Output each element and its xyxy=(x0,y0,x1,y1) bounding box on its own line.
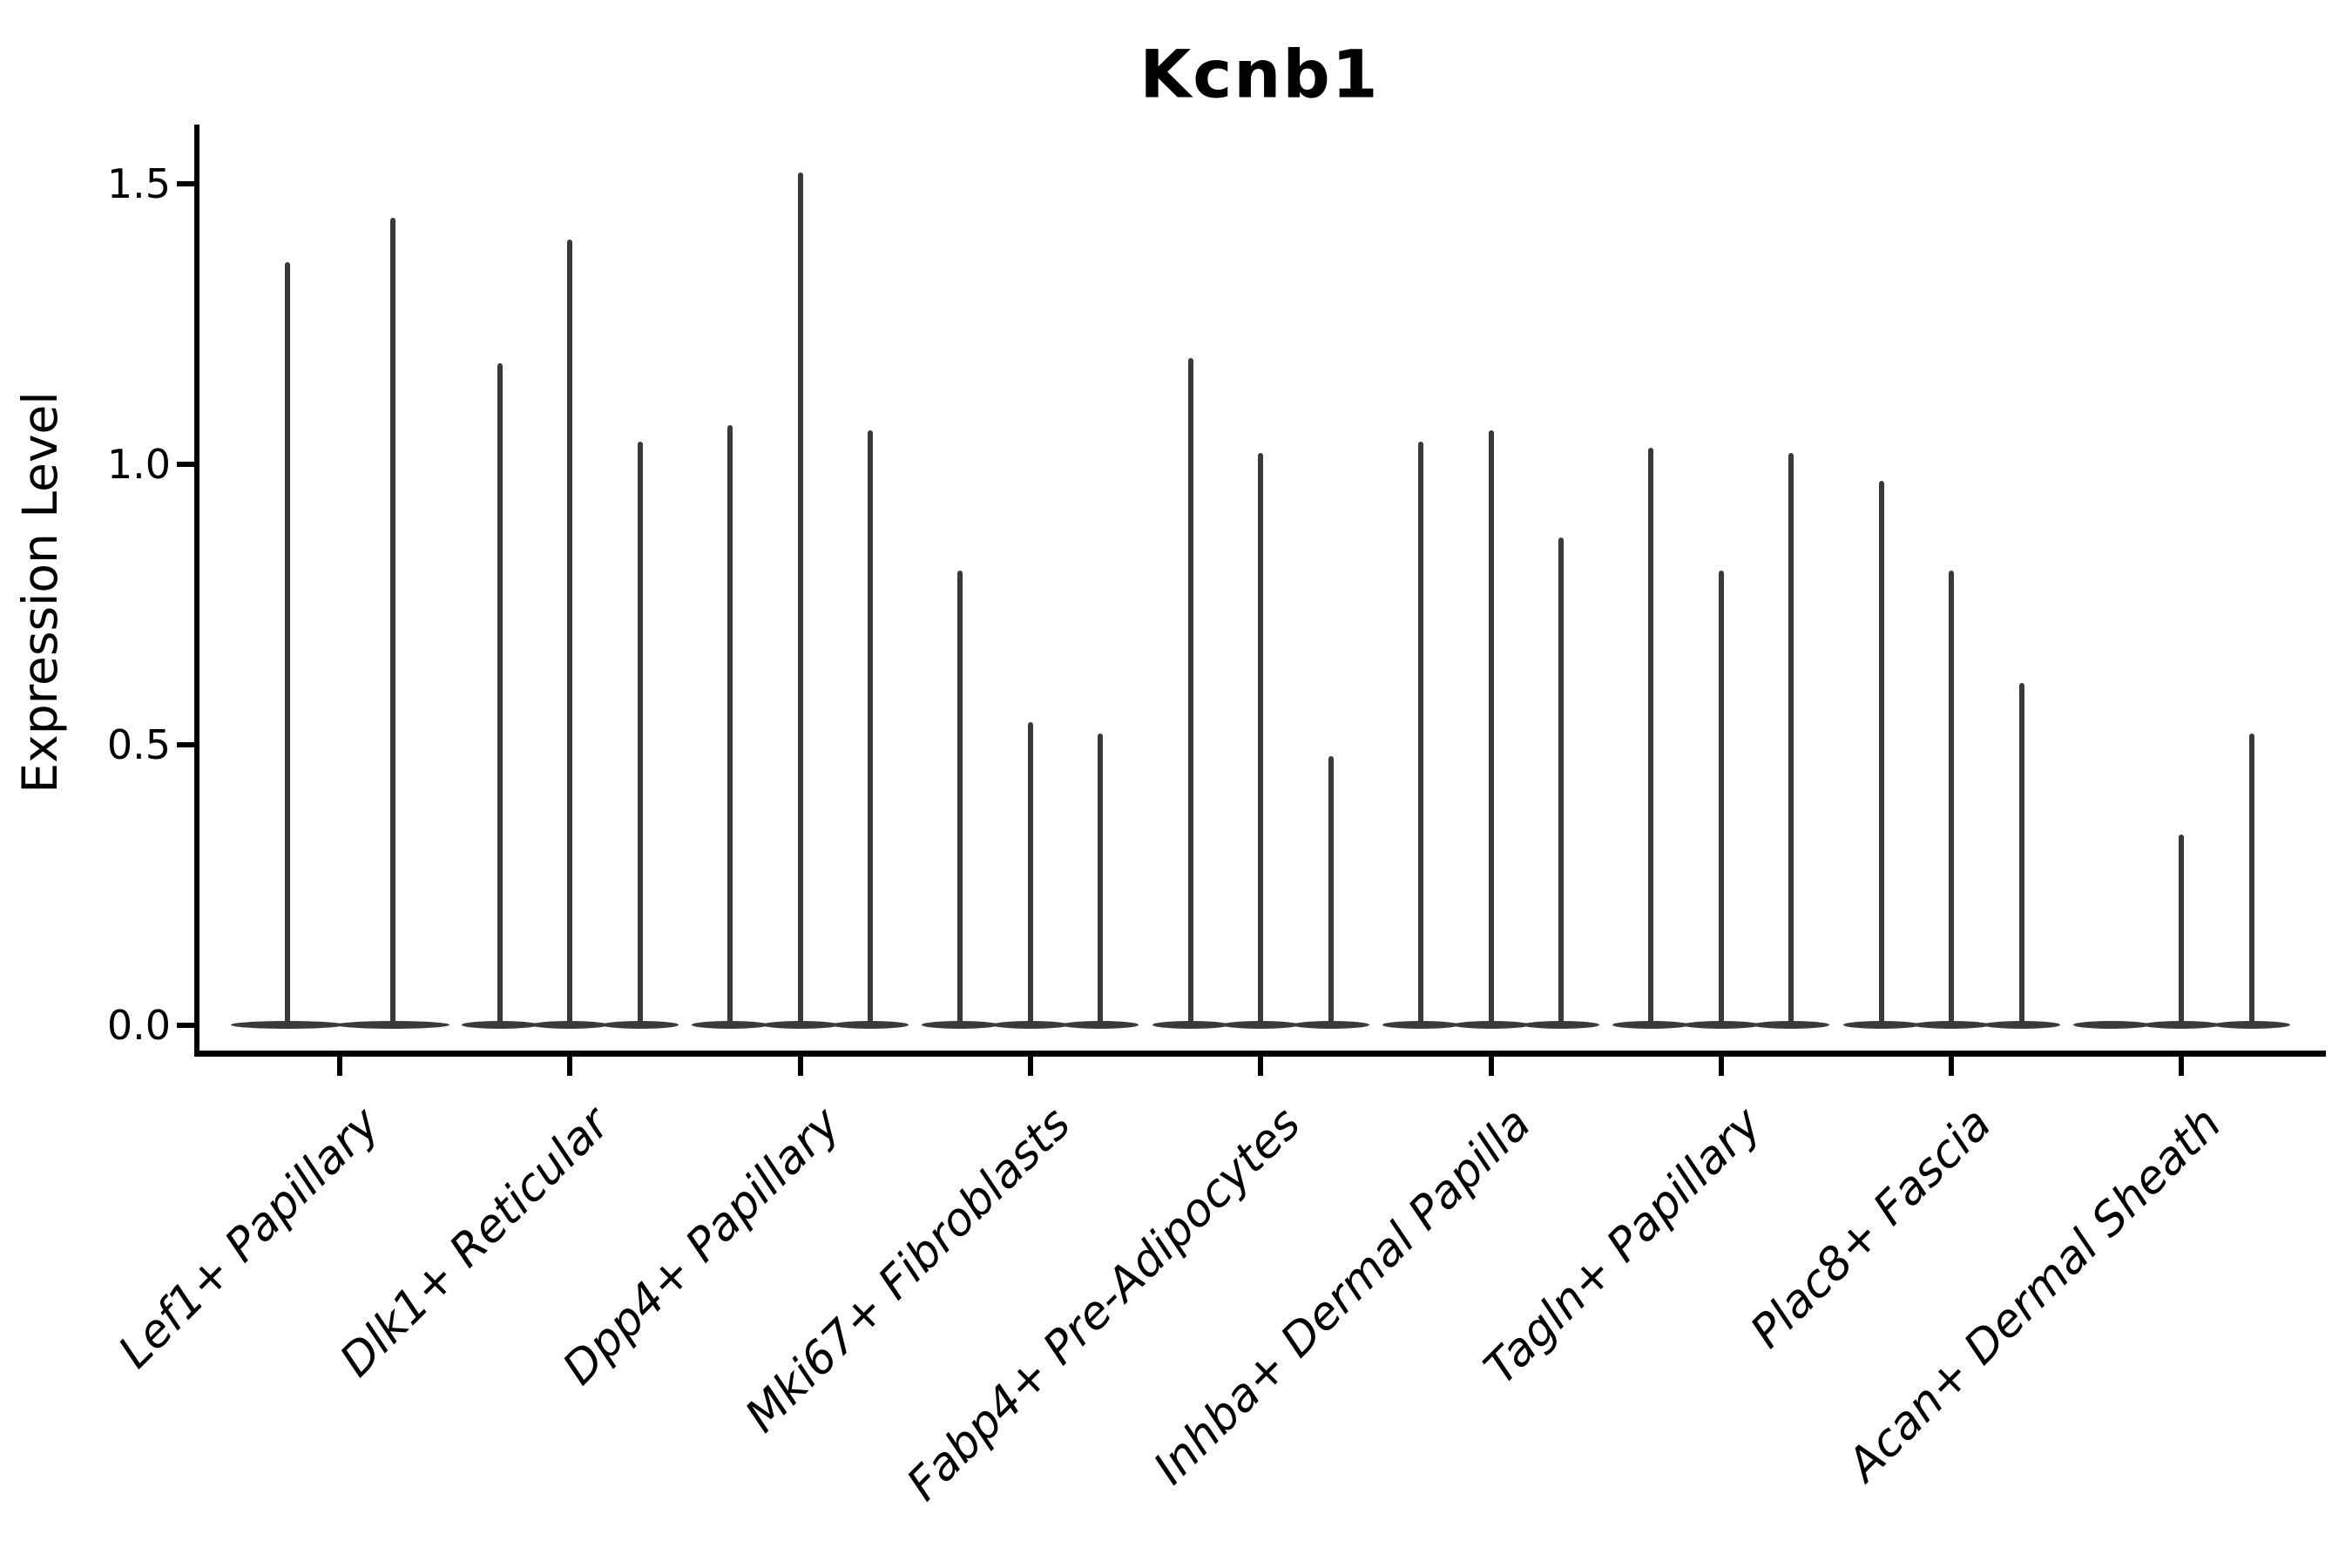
violin-spike xyxy=(1949,571,1955,1027)
violin-spike xyxy=(727,424,733,1027)
x-tick-mark xyxy=(1258,1057,1264,1076)
y-tick-mark xyxy=(177,1023,194,1028)
violin-spike xyxy=(1098,733,1104,1027)
x-tick-mark xyxy=(1488,1057,1494,1076)
x-tick-label: Inhba+ Dermal Papilla xyxy=(1144,1098,1541,1495)
x-tick-mark xyxy=(2179,1057,2185,1076)
violin-spike xyxy=(567,240,573,1027)
x-tick-mark xyxy=(1949,1057,1955,1076)
violin-spike xyxy=(1027,722,1033,1027)
y-tick-label: 1.0 xyxy=(106,441,171,488)
violin-spike xyxy=(1418,442,1423,1027)
x-tick-mark xyxy=(1718,1057,1724,1076)
violin-baseline xyxy=(2072,1021,2150,1029)
y-tick-mark xyxy=(177,462,194,467)
violin-spike xyxy=(868,430,874,1027)
violin-spike xyxy=(1648,447,1654,1027)
y-tick-mark xyxy=(177,742,194,747)
x-tick-mark xyxy=(1027,1057,1033,1076)
violin-spike xyxy=(284,262,290,1027)
y-tick-label: 1.5 xyxy=(106,160,171,207)
violin-spike xyxy=(2018,683,2024,1027)
x-tick-mark xyxy=(567,1057,573,1076)
violin-spike xyxy=(1187,357,1193,1027)
x-tick-mark xyxy=(337,1057,342,1076)
violin-spike xyxy=(497,363,503,1027)
violin-spike xyxy=(2248,733,2254,1027)
violin-spike xyxy=(1328,755,1334,1027)
plot-title: Kcnb1 xyxy=(1139,35,1380,113)
violin-spike xyxy=(1558,537,1564,1027)
violin-spike xyxy=(1788,453,1794,1027)
x-tick-label: Acan+ Dermal Sheath xyxy=(1837,1098,2232,1491)
x-tick-mark xyxy=(797,1057,803,1076)
y-tick-label: 0.0 xyxy=(106,1002,171,1049)
violin-spike xyxy=(957,571,963,1027)
y-tick-mark xyxy=(177,181,194,186)
violin-spike xyxy=(637,442,643,1027)
violin-spike xyxy=(797,172,803,1027)
violin-spike xyxy=(389,217,395,1027)
violin-spike xyxy=(2179,835,2185,1027)
x-tick-label: Fabp4+ Pre-Adipocytes xyxy=(897,1098,1311,1511)
violin-spike xyxy=(1718,571,1724,1027)
violin-spike xyxy=(1878,481,1884,1027)
x-tick-label: Plac8+ Fascia xyxy=(1740,1098,2002,1359)
violin-spike xyxy=(1258,453,1264,1027)
x-axis-spine xyxy=(194,1051,2326,1057)
y-axis-spine xyxy=(194,125,199,1057)
violin-spike xyxy=(1488,430,1494,1027)
y-tick-label: 0.5 xyxy=(106,721,171,768)
